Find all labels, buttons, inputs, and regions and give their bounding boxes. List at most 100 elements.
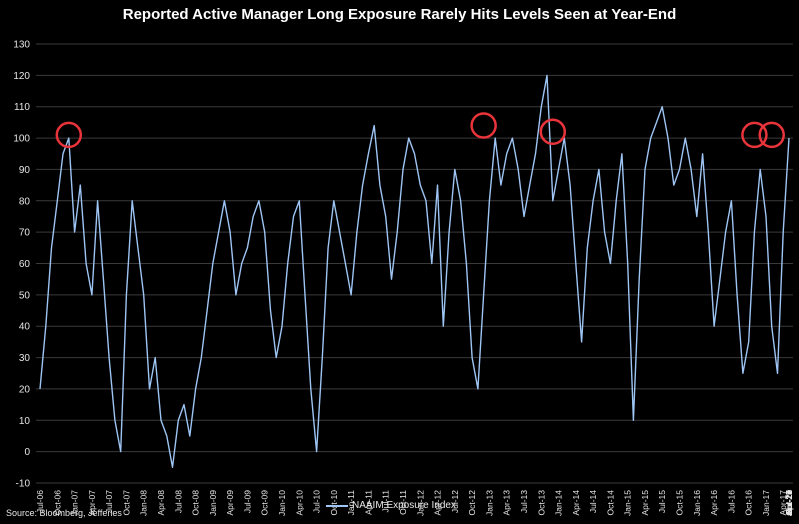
y-tick-label: 10	[19, 416, 31, 427]
chart-title: Reported Active Manager Long Exposure Ra…	[122, 6, 677, 23]
x-tick-label: Jul-12	[450, 490, 460, 513]
x-tick-label: Jul-16	[726, 490, 736, 513]
x-tick-label: Jul-20	[784, 490, 794, 513]
y-tick-label: 60	[19, 259, 31, 270]
y-tick-label: 90	[19, 165, 31, 176]
x-tick-label: Apr-12	[433, 490, 443, 516]
x-tick-label: Jan-18	[784, 490, 794, 516]
y-tick-label: 120	[13, 71, 30, 82]
x-tick-label: Oct-09	[260, 490, 270, 516]
x-tick-label: Apr-19	[784, 490, 794, 516]
x-tick-label: Apr-07	[87, 490, 97, 516]
x-tick-label: Oct-15	[675, 490, 685, 516]
x-tick-label: Jul-13	[519, 490, 529, 513]
legend: NAAIM Exposure Index	[326, 500, 456, 511]
x-tick-label: Oct-11	[398, 490, 408, 515]
y-tick-label: 70	[19, 228, 31, 239]
x-tick-label: Jul-23	[784, 490, 794, 513]
gridlines	[36, 43, 793, 484]
y-tick-label: 20	[19, 384, 31, 395]
series-layer	[39, 74, 790, 468]
x-tick-label: Jan-16	[692, 490, 702, 516]
x-tick-label: Jul-21	[784, 490, 794, 513]
x-tick-label: Jan-12	[415, 490, 425, 516]
x-tick-label: Apr-21	[784, 490, 794, 516]
x-axis: Jul-06 Oct-06 Jan-07 Apr-07 Jul-07 Oct-07 Jan-…	[35, 490, 794, 516]
x-tick-label: Jan-21	[784, 490, 794, 516]
highlight-circle	[470, 112, 497, 139]
y-tick-label: 0	[24, 447, 30, 458]
y-tick-label: -10	[16, 479, 31, 490]
x-tick-label: Jan-08	[139, 490, 149, 516]
y-tick-label: 80	[19, 196, 31, 207]
x-tick-label: Oct-18	[784, 490, 794, 516]
x-tick-label: Apr-09	[225, 490, 235, 516]
x-tick-label: Oct-22	[784, 490, 794, 516]
x-tick-label: Oct-17	[784, 490, 794, 516]
x-tick-label: Apr-23	[784, 490, 794, 516]
x-tick-label: Jul-18	[784, 490, 794, 513]
y-tick-label: 110	[14, 102, 30, 113]
x-tick-label: Oct-14	[605, 490, 615, 516]
highlight-circle	[55, 121, 83, 149]
x-tick-label: Apr-11	[363, 490, 373, 515]
highlight-circle	[758, 121, 785, 149]
x-tick-label: Jan-15	[623, 490, 633, 516]
x-tick-label: Jul-14	[588, 490, 598, 513]
highlight-circle	[741, 121, 768, 149]
x-tick-label: Jan-22	[784, 490, 794, 516]
y-tick-label: 40	[19, 322, 31, 333]
x-tick-label: Jul-10	[312, 490, 322, 513]
x-tick-label: Jul-09	[242, 490, 252, 513]
x-tick-label: Jul-07	[104, 490, 114, 513]
x-tick-label: Jul-22	[784, 490, 794, 513]
highlight-circle	[539, 118, 567, 146]
x-tick-label: Jan-09	[208, 490, 218, 516]
x-tick-label: Oct-06	[52, 490, 62, 516]
x-tick-label: Oct-19	[784, 490, 794, 516]
x-tick-label: Oct-08	[191, 490, 201, 516]
x-tick-label: Oct-13	[536, 490, 546, 516]
source-note: Source: Bloomberg, Jefferies	[6, 508, 122, 518]
x-tick-label: Jul-06	[35, 490, 45, 513]
x-tick-label: Jul-19	[784, 490, 794, 513]
x-tick-label: Jan-14	[554, 490, 564, 516]
x-tick-label: Oct-10	[329, 490, 339, 516]
x-tick-label: Jan-11	[346, 490, 356, 516]
x-tick-label: Apr-14	[571, 490, 581, 516]
x-tick-label: Jan-23	[784, 490, 794, 516]
x-tick-label: Jul-17	[784, 490, 794, 513]
x-tick-label: Oct-07	[121, 490, 131, 516]
x-tick-label: Apr-16	[709, 490, 719, 516]
y-tick-label: 100	[13, 134, 30, 145]
legend-label: NAAIM Exposure Index	[352, 500, 456, 511]
x-tick-label: Jan-10	[277, 490, 287, 516]
x-tick-label: Oct-20	[784, 490, 794, 516]
series-line-naaim	[39, 74, 790, 468]
x-tick-label: Oct-23	[784, 490, 794, 516]
x-tick-label: Apr-15	[640, 490, 650, 516]
x-tick-label: Apr-20	[784, 490, 794, 516]
x-tick-label: Jan-19	[784, 490, 794, 516]
x-tick-label: Oct-12	[467, 490, 477, 516]
x-tick-label: Jul-11	[381, 490, 391, 513]
x-tick-label: Jan-13	[484, 490, 494, 516]
y-tick-label: 130	[13, 40, 30, 51]
x-tick-label: Apr-08	[156, 490, 166, 516]
x-tick-label: Jan-07	[70, 490, 80, 516]
annotation-layer	[55, 112, 785, 149]
x-tick-label: Oct-21	[784, 490, 794, 516]
x-tick-label: Apr-10	[294, 490, 304, 516]
x-tick-label: Jan-17	[761, 490, 771, 516]
y-axis: -10 0 10 20 30 40 50 60 70 80 90 100 110 120 130	[13, 40, 30, 490]
x-tick-label: Apr-22	[784, 490, 794, 516]
x-tick-label: Apr-18	[784, 490, 794, 516]
x-tick-label: Apr-17	[778, 490, 788, 516]
x-tick-label: Jul-08	[173, 490, 183, 513]
x-tick-label: Oct-16	[744, 490, 754, 516]
y-tick-label: 30	[19, 353, 31, 364]
x-tick-label: Jul-15	[657, 490, 667, 513]
x-tick-label: Jan-20	[784, 490, 794, 516]
legend-swatch	[326, 504, 348, 507]
